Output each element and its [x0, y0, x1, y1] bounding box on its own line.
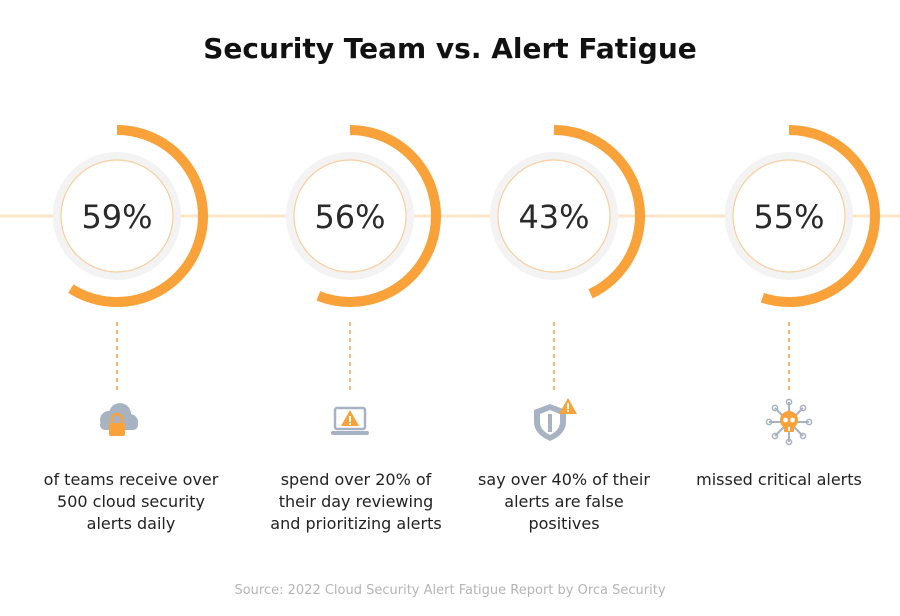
stat-1-progress-arc: [68, 125, 208, 307]
stat-card-4: 55%: [725, 125, 880, 446]
stat-3-inner-ring: [497, 159, 611, 273]
stat-4-line-1: missed critical alerts: [696, 470, 862, 489]
cloud-lock-icon: [100, 403, 138, 436]
stat-4-value-label: 55%: [753, 198, 824, 236]
stat-description-4: missed critical alerts: [679, 469, 879, 491]
stat-card-1: 59%: [53, 125, 208, 436]
stat-4-progress-arc: [760, 125, 880, 307]
stat-3-line-3: positives: [528, 514, 600, 533]
shield-warning-icon: [534, 398, 577, 441]
stat-2-line-1: spend over 20% of: [280, 470, 432, 489]
stat-2-line-3: and prioritizing alerts: [270, 514, 442, 533]
chart-title: Security Team vs. Alert Fatigue: [203, 32, 697, 65]
source-note: Source: 2022 Cloud Security Alert Fatigu…: [234, 583, 666, 598]
stat-1-line-2: 500 cloud security: [57, 492, 205, 511]
stat-1-line-3: alerts daily: [86, 514, 176, 533]
stat-3-line-1: say over 40% of their: [478, 470, 650, 489]
stat-2-line-2: their day reviewing: [278, 492, 434, 511]
stat-3-value-label: 43%: [518, 198, 589, 236]
stat-description-3: say over 40% of their alerts are false p…: [464, 469, 664, 535]
stat-4-inner-ring: [732, 159, 846, 273]
stat-2-value-label: 56%: [314, 198, 385, 236]
laptop-warning-icon: [331, 406, 369, 435]
stat-card-3: 43%: [490, 125, 646, 441]
stat-3-progress-arc: [553, 125, 646, 299]
stat-2-inner-ring: [293, 159, 407, 273]
stat-card-2: 56%: [286, 125, 441, 435]
stat-1-inner-ring: [60, 159, 174, 273]
stat-3-line-2: alerts are false: [504, 492, 624, 511]
stat-1-line-1: of teams receive over: [43, 470, 219, 489]
stat-2-progress-arc: [316, 125, 441, 307]
stat-description-1: of teams receive over 500 cloud security…: [31, 469, 231, 535]
skull-chip-icon: [765, 398, 813, 446]
stat-1-value-label: 59%: [81, 198, 152, 236]
stat-description-2: spend over 20% of their day reviewing an…: [256, 469, 456, 535]
